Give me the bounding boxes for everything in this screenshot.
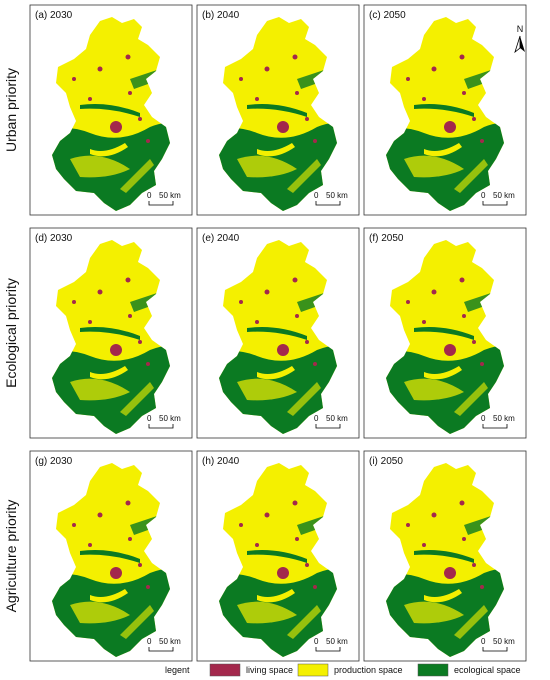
legend-swatch <box>209 663 241 677</box>
panel-label: (g) 2030 <box>35 456 73 467</box>
legend: legent living space production space ecolog… <box>165 663 521 677</box>
scale-start: 0 <box>147 414 152 423</box>
panel-label: (c) 2050 <box>369 10 406 21</box>
legend-label: production space <box>334 665 403 675</box>
row-label: Urban priority <box>3 68 19 152</box>
scale-start: 0 <box>314 637 319 646</box>
legend-swatch <box>297 663 329 677</box>
map-panel: (i) 2050 0 50 km <box>363 450 527 665</box>
scale-line <box>482 424 508 429</box>
scale-start: 0 <box>481 414 486 423</box>
scale-line <box>148 201 174 206</box>
row-label: Ecological priority <box>3 278 19 388</box>
north-arrow: N <box>514 24 525 54</box>
scale-end: 50 km <box>159 414 181 423</box>
scale-start: 0 <box>147 637 152 646</box>
scale-line <box>315 424 341 429</box>
scale-bar: 0 50 km <box>147 637 181 652</box>
scale-end: 50 km <box>159 637 181 646</box>
legend-label: ecological space <box>454 665 521 675</box>
scale-bar: 0 50 km <box>481 414 515 429</box>
legend-swatch <box>417 663 449 677</box>
map-panel: (g) 2030 0 50 km <box>29 450 193 665</box>
panel-label: (a) 2030 <box>35 10 73 21</box>
scale-bar: 0 50 km <box>314 637 348 652</box>
scale-start: 0 <box>314 191 319 200</box>
legend-label: living space <box>246 665 293 675</box>
map-panel: (d) 2030 0 50 km <box>29 227 193 442</box>
scale-line <box>315 647 341 652</box>
scale-bar: 0 50 km <box>481 191 515 206</box>
scale-start: 0 <box>481 637 486 646</box>
scale-bar: 0 50 km <box>314 191 348 206</box>
panel-label: (d) 2030 <box>35 233 73 244</box>
panel-grid: Urban priority (a) 2030 0 50 km (b) 2040 0 50 … <box>3 4 527 665</box>
scale-start: 0 <box>481 191 486 200</box>
map-panel: (a) 2030 0 50 km <box>29 4 193 219</box>
scale-end: 50 km <box>493 191 515 200</box>
scale-bar: 0 50 km <box>147 414 181 429</box>
scale-bar: 0 50 km <box>147 191 181 206</box>
map-panel: (f) 2050 0 50 km <box>363 227 527 442</box>
map-panel: (b) 2040 0 50 km <box>196 4 360 219</box>
panel-label: (b) 2040 <box>202 10 240 21</box>
scale-end: 50 km <box>326 414 348 423</box>
scale-line <box>482 201 508 206</box>
scale-bar: 0 50 km <box>481 637 515 652</box>
panel-label: (h) 2040 <box>202 456 240 467</box>
map-panel: (c) 2050 0 50 km <box>363 4 527 219</box>
north-label: N <box>517 24 524 34</box>
scale-end: 50 km <box>326 637 348 646</box>
panel-label: (i) 2050 <box>369 456 403 467</box>
scale-end: 50 km <box>159 191 181 200</box>
map-panel: (h) 2040 0 50 km <box>196 450 360 665</box>
row-label: Agriculture priority <box>3 500 19 613</box>
scale-line <box>148 647 174 652</box>
scale-end: 50 km <box>326 191 348 200</box>
scale-end: 50 km <box>493 637 515 646</box>
scale-line <box>148 424 174 429</box>
scale-line <box>315 201 341 206</box>
scale-end: 50 km <box>493 414 515 423</box>
map-panel: (e) 2040 0 50 km <box>196 227 360 442</box>
scale-start: 0 <box>147 191 152 200</box>
panel-label: (e) 2040 <box>202 233 240 244</box>
scale-line <box>482 647 508 652</box>
scale-bar: 0 50 km <box>314 414 348 429</box>
panel-label: (f) 2050 <box>369 233 404 244</box>
scale-start: 0 <box>314 414 319 423</box>
legend-title: legent <box>165 665 190 675</box>
